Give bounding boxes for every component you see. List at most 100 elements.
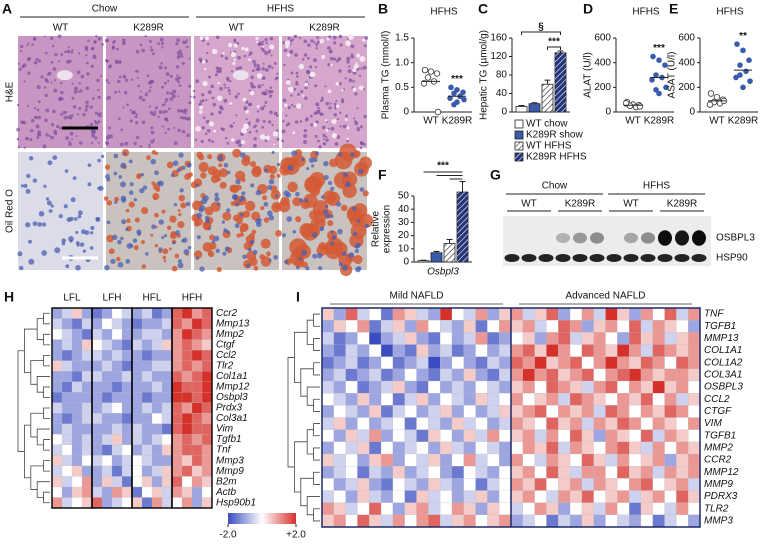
heatmap-cell — [487, 453, 500, 467]
heatmap-cell — [171, 307, 183, 319]
nucleus — [50, 123, 55, 127]
lipid-droplet — [299, 223, 314, 238]
heatmap-cell — [121, 413, 133, 425]
y-axis-label: expression — [382, 205, 393, 253]
heatmap-cell — [333, 490, 346, 503]
heatmap-cell — [510, 307, 524, 321]
heatmap-cell — [71, 392, 83, 404]
nucleus — [264, 51, 269, 56]
heatmap-cell — [91, 444, 103, 456]
heatmap-cell — [629, 344, 642, 357]
heatmap-cell — [605, 393, 618, 406]
heatmap-cell — [357, 490, 370, 503]
nucleus — [276, 137, 280, 141]
nucleus — [234, 223, 240, 229]
heatmap-cell — [664, 368, 677, 382]
vacuole — [335, 104, 340, 109]
lipid-droplet — [137, 173, 142, 178]
heatmap-cell — [111, 455, 123, 467]
nucleus — [177, 259, 182, 264]
group-frame — [171, 307, 213, 509]
band — [623, 254, 639, 262]
nucleus — [226, 170, 231, 175]
nucleus — [223, 162, 229, 168]
heatmap-cell — [688, 380, 701, 394]
nucleus — [311, 164, 315, 168]
heatmap-cell — [91, 465, 103, 477]
row-label: Tlr2 — [216, 361, 234, 372]
nucleus — [359, 125, 364, 129]
vacuole — [326, 37, 330, 41]
heatmap-cell — [61, 402, 73, 414]
heatmap-cell — [522, 502, 535, 516]
heatmap-cell — [151, 392, 163, 404]
chart-title: HFHS — [716, 7, 744, 18]
nucleus — [74, 86, 79, 91]
nucleus — [301, 58, 305, 61]
heatmap-cell — [416, 514, 429, 528]
heatmap-cell — [191, 339, 203, 351]
heatmap-cell — [71, 371, 83, 383]
nucleus — [154, 170, 159, 176]
group-label: LFL — [63, 293, 81, 304]
heatmap-cell — [534, 490, 547, 503]
nucleus — [68, 142, 72, 146]
nucleus — [172, 160, 179, 167]
heatmap-cell — [475, 441, 488, 455]
heatmap-cell — [131, 497, 143, 509]
column-label: WT — [53, 23, 69, 34]
nucleus — [267, 64, 272, 69]
nucleus — [161, 42, 164, 45]
nucleus — [141, 48, 145, 53]
nucleus — [185, 39, 189, 42]
heatmap-cell — [101, 465, 113, 477]
heatmap-cell — [546, 344, 559, 357]
vacuole — [319, 38, 325, 44]
heatmap-cell — [510, 490, 524, 503]
x-tick-label: K289R — [442, 116, 473, 127]
heatmap-cell — [487, 344, 500, 357]
row-label: Col3a1 — [216, 413, 248, 424]
heatmap-cell — [569, 478, 583, 491]
heatmap-cell — [51, 497, 63, 509]
nucleus — [113, 39, 116, 43]
nucleus — [262, 119, 266, 123]
data-point — [706, 101, 714, 108]
heatmap-cell — [392, 405, 406, 418]
heatmap-cell — [416, 453, 429, 467]
nucleus — [198, 207, 204, 213]
nucleus — [311, 232, 318, 238]
heatmap-cell — [605, 453, 618, 467]
heatmap-cell — [652, 490, 665, 503]
lipid-droplet — [218, 168, 228, 178]
nucleus — [72, 176, 77, 181]
band — [641, 232, 655, 244]
nucleus — [165, 110, 168, 113]
heatmap-cell — [475, 478, 488, 491]
nucleus — [261, 43, 264, 46]
nucleus — [97, 141, 100, 144]
heatmap-cell — [664, 490, 677, 503]
heatmap-cell — [499, 344, 512, 357]
heatmap-cell — [522, 405, 535, 418]
heatmap-cell — [141, 413, 153, 425]
nucleus — [71, 138, 74, 141]
vacuole — [204, 67, 207, 71]
heatmap-cell — [569, 429, 583, 443]
lipid-droplet — [229, 184, 238, 193]
nucleus — [207, 90, 212, 95]
band — [589, 254, 605, 262]
bar-hatch — [457, 192, 468, 262]
lipid-droplet — [153, 196, 157, 201]
heatmap-cell — [151, 423, 163, 435]
vacuole — [241, 46, 245, 51]
heatmap-cell — [558, 368, 571, 382]
nucleus — [322, 209, 328, 215]
heatmap-cell — [201, 476, 213, 488]
nucleus — [303, 39, 308, 44]
heatmap-cell — [652, 344, 665, 357]
heatmap-cell — [499, 466, 512, 479]
lipid-droplet — [196, 151, 203, 159]
heatmap-cell — [605, 368, 618, 382]
heatmap-cell — [546, 332, 559, 345]
